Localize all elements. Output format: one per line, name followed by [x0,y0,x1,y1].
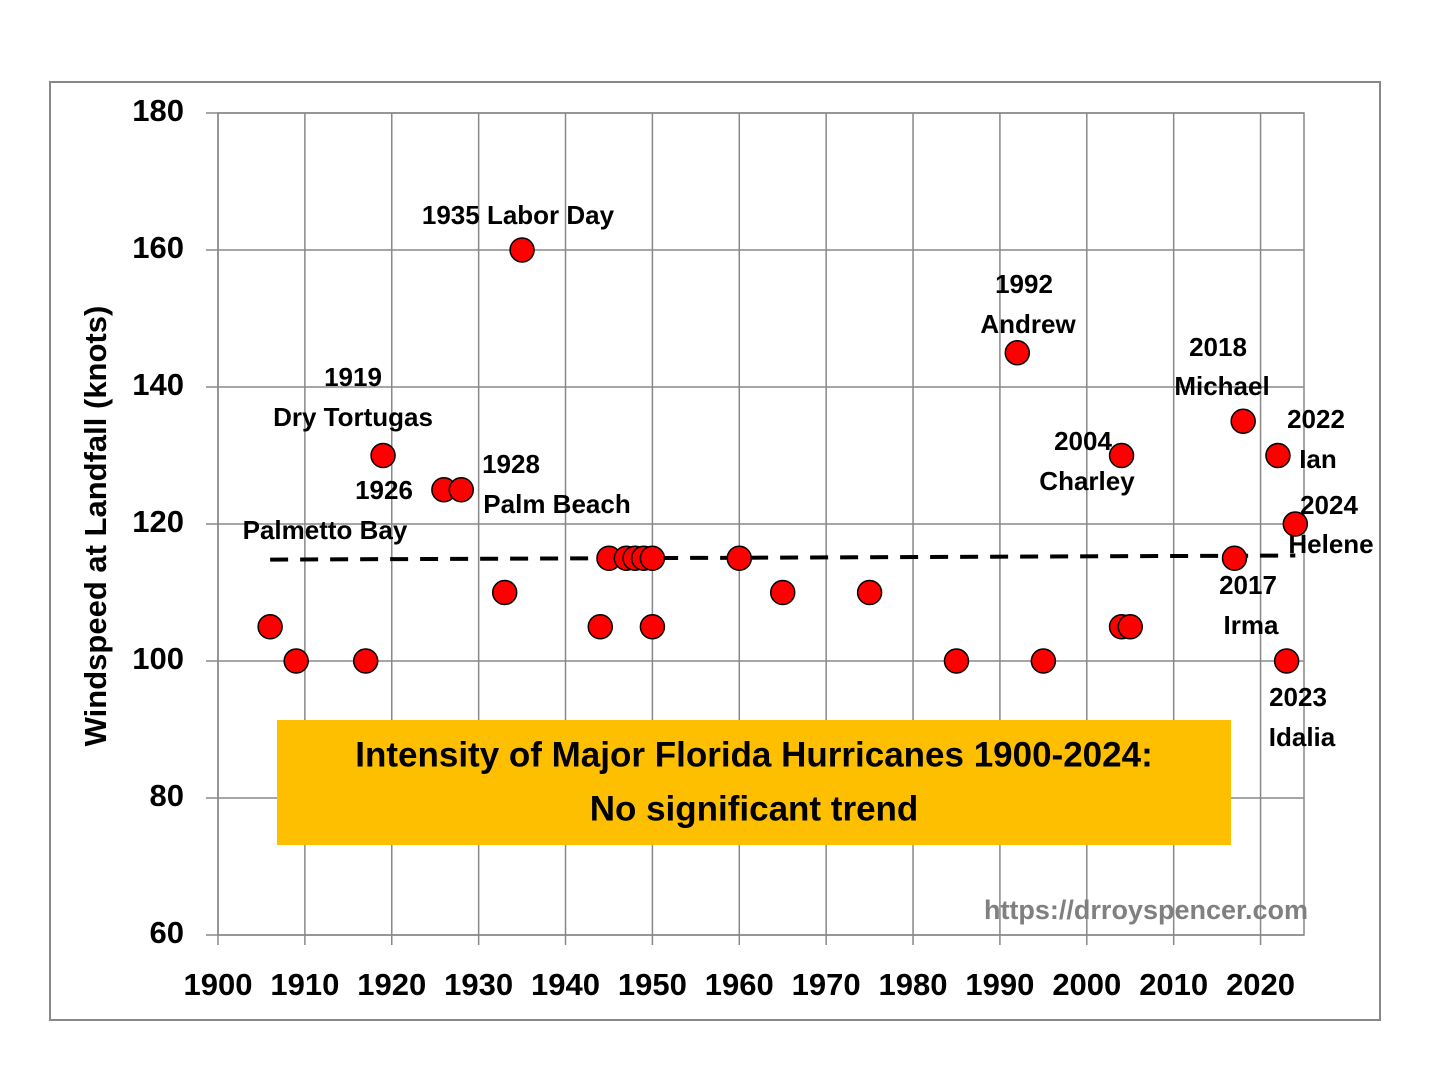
annotation: 2024 [1300,490,1358,520]
data-point [283,648,309,674]
data-point [1265,442,1291,469]
annotation: 1992 [995,269,1053,299]
annotation: Michael [1174,371,1269,401]
x-tick-label: 1980 [879,967,948,1002]
data-point [1108,442,1135,469]
y-tick-label: 180 [132,93,184,128]
chart-title: No significant trend [590,789,919,828]
data-point [257,614,283,640]
data-point [491,579,518,606]
x-tick-label: 1940 [531,967,600,1002]
annotation: 1926 [355,475,413,505]
data-point [1117,614,1143,640]
y-axis-label: Windspeed at Landfall (knots) [78,306,113,747]
annotation: 2004 [1054,426,1112,456]
y-tick-label: 160 [132,230,184,265]
annotation: 2023 [1269,682,1327,712]
data-point [726,545,753,571]
annotation: Palm Beach [483,489,630,519]
data-point [352,648,379,674]
annotation: Andrew [980,309,1076,339]
x-tick-label: 1910 [270,967,339,1002]
trend-line [270,553,1296,562]
data-point [856,579,883,606]
annotation: Irma [1224,610,1279,640]
x-tick-label: 1930 [444,967,513,1002]
y-tick-label: 60 [150,915,184,950]
annotation: Charley [1039,466,1135,496]
annotation: 2017 [1219,570,1277,600]
annotation: Ian [1299,444,1337,474]
annotation: 2022 [1287,404,1345,434]
data-point [943,648,970,674]
source: https://drroyspencer.com [984,895,1308,925]
data-point [1030,648,1057,674]
data-point [370,442,396,469]
x-tick-label: 1920 [357,967,426,1002]
data-point [587,614,614,640]
data-point [639,614,666,640]
data-point [448,477,475,503]
x-tick-label: 2000 [1052,967,1121,1002]
annotation: 1935 Labor Day [422,200,615,230]
x-tick-label: 1990 [965,967,1034,1002]
x-tick-label: 1900 [184,967,253,1002]
annotation: 1928 [482,449,540,479]
data-point [769,579,796,606]
annotation: Helene [1288,529,1373,559]
annotation: Idalia [1269,722,1336,752]
data-point [639,545,666,571]
annotation: 1919 [324,362,382,392]
y-tick-label: 100 [132,641,184,676]
data-point [1282,511,1309,537]
chart-title: Intensity of Major Florida Hurricanes 19… [355,735,1152,774]
annotation: Dry Tortugas [273,402,433,432]
data-point [1004,340,1031,366]
chart-frame [49,81,1381,1021]
x-tick-label: 1970 [792,967,861,1002]
data-point [1221,545,1248,571]
y-tick-label: 140 [132,367,184,402]
x-tick-label: 1950 [618,967,687,1002]
y-tick-label: 80 [150,778,184,813]
data-point [509,237,535,263]
x-tick-label: 2020 [1226,967,1295,1002]
data-point [1273,648,1300,674]
y-tick-label: 120 [132,504,184,539]
title-box [277,720,1231,845]
x-tick-label: 1960 [705,967,774,1002]
annotation: Palmetto Bay [243,515,408,545]
x-tick-label: 2010 [1139,967,1208,1002]
data-point [1230,408,1256,434]
annotation: 2018 [1189,332,1247,362]
